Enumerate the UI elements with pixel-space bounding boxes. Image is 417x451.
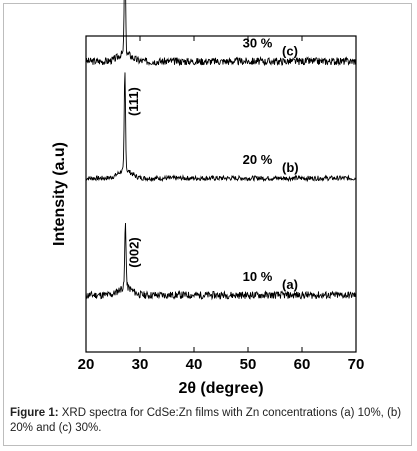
x-axis-title-unit: (degree) xyxy=(196,380,264,397)
peak-label: (111) xyxy=(126,87,141,116)
panel-label: (c) xyxy=(282,43,298,58)
trace-labels: (111)30 %(c)(111)20 %(b)(002)10 %(a) xyxy=(126,35,299,292)
x-tick-label: 40 xyxy=(186,356,203,373)
x-axis-title: 2θ (degree) xyxy=(178,380,263,397)
concentration-label: 10 % xyxy=(243,269,273,284)
caption-label: Figure 1: xyxy=(10,407,59,419)
xrd-trace-line xyxy=(85,72,357,183)
y-axis-title: Intensity (a.u) xyxy=(51,142,68,246)
plot-area-frame xyxy=(85,35,357,353)
x-tick-label: 30 xyxy=(132,356,149,373)
x-tick-label: 70 xyxy=(348,356,365,373)
x-tick-label: 60 xyxy=(294,356,311,373)
x-axis-ticks: 20 30 40 50 60 70 xyxy=(78,36,365,373)
peak-label: (002) xyxy=(126,237,141,267)
caption-text: XRD spectra for CdSe:Zn films with Zn co… xyxy=(10,407,402,434)
xrd-trace-line xyxy=(85,223,357,301)
figure-caption: Figure 1: XRD spectra for CdSe:Zn films … xyxy=(10,406,408,436)
concentration-label: 30 % xyxy=(243,35,273,50)
x-tick-label: 50 xyxy=(240,356,257,373)
panel-label: (a) xyxy=(282,277,298,292)
xrd-trace-line xyxy=(85,0,357,67)
panel-label: (b) xyxy=(282,160,299,175)
figure-frame xyxy=(3,3,412,446)
xrd-traces xyxy=(85,0,357,301)
x-axis-title-symbol: 2θ xyxy=(178,380,196,397)
x-tick-label: 20 xyxy=(78,356,95,373)
concentration-label: 20 % xyxy=(243,152,273,167)
